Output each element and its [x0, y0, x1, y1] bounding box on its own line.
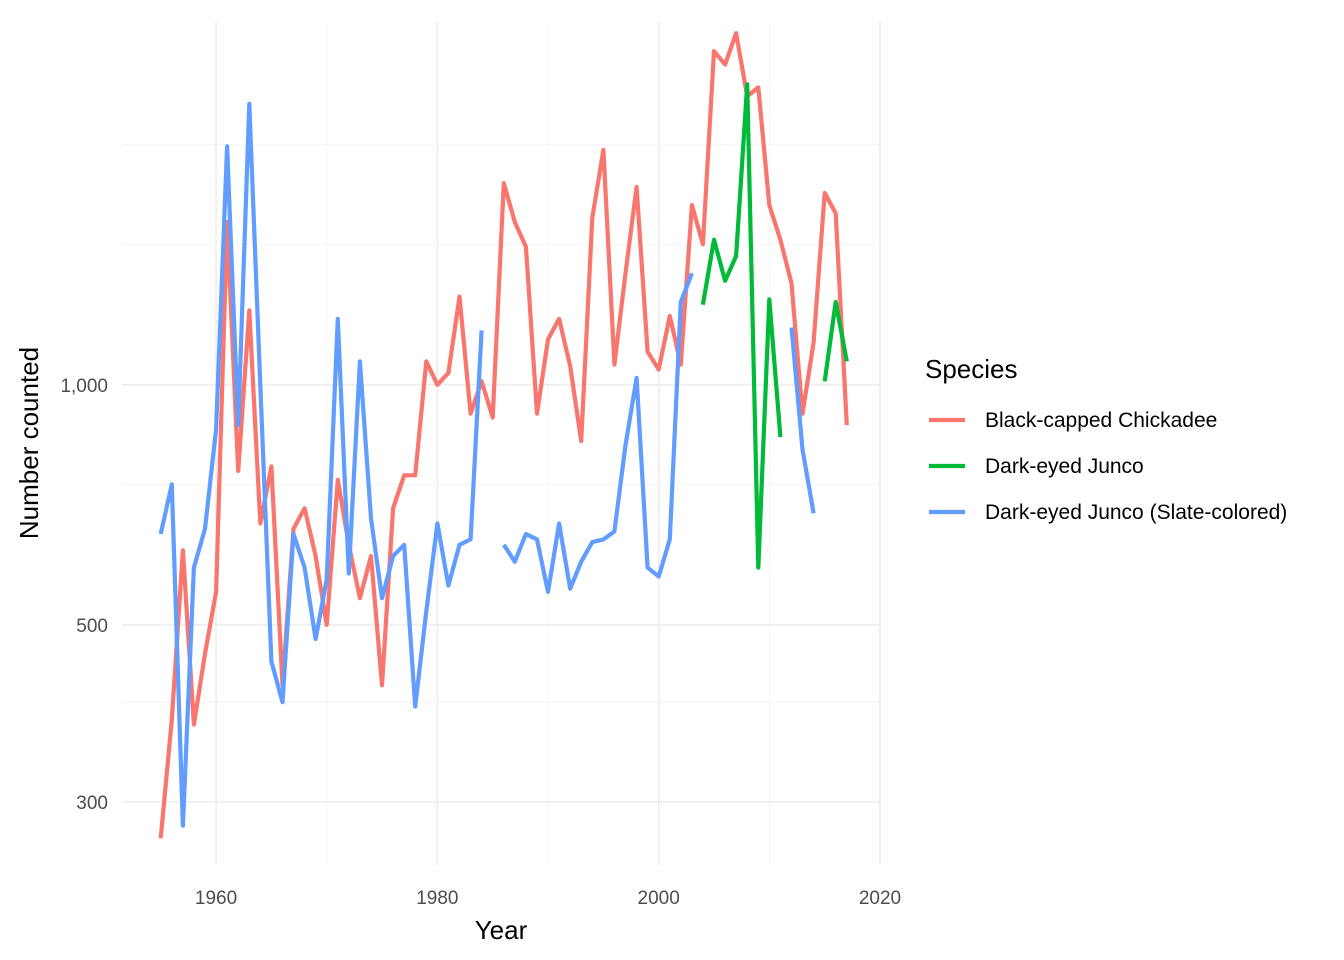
legend: Species Black-capped Chickadee Dark-eyed … [925, 354, 1287, 524]
legend-title: Species [925, 354, 1018, 384]
x-tick-label: 1980 [416, 888, 458, 909]
y-tick-label: 1,000 [60, 376, 108, 397]
y-axis-title: Number counted [14, 347, 44, 539]
legend-label: Dark-eyed Junco [985, 455, 1144, 478]
legend-item: Dark-eyed Junco (Slate-colored) [929, 501, 1287, 524]
series-line-dark-eyed-junco-slate-colored [158, 101, 816, 828]
y-tick-label: 300 [76, 793, 108, 814]
x-tick-label: 2020 [859, 888, 901, 909]
x-axis-ticks: 1960 1980 2000 2020 [195, 888, 901, 909]
series-lines [158, 31, 849, 839]
series-line-black-capped-chickadee [158, 31, 849, 839]
x-tick-label: 1960 [195, 888, 237, 909]
legend-label: Black-capped Chickadee [985, 409, 1217, 432]
series-line-dark-eyed-junco [700, 82, 849, 570]
x-tick-label: 2000 [638, 888, 680, 909]
y-tick-label: 500 [76, 616, 108, 637]
legend-item: Black-capped Chickadee [929, 409, 1217, 432]
x-axis-title: Year [475, 915, 528, 945]
legend-label: Dark-eyed Junco (Slate-colored) [985, 501, 1287, 524]
y-axis-ticks: 300 500 1,000 [60, 376, 108, 814]
legend-item: Dark-eyed Junco [929, 455, 1144, 478]
